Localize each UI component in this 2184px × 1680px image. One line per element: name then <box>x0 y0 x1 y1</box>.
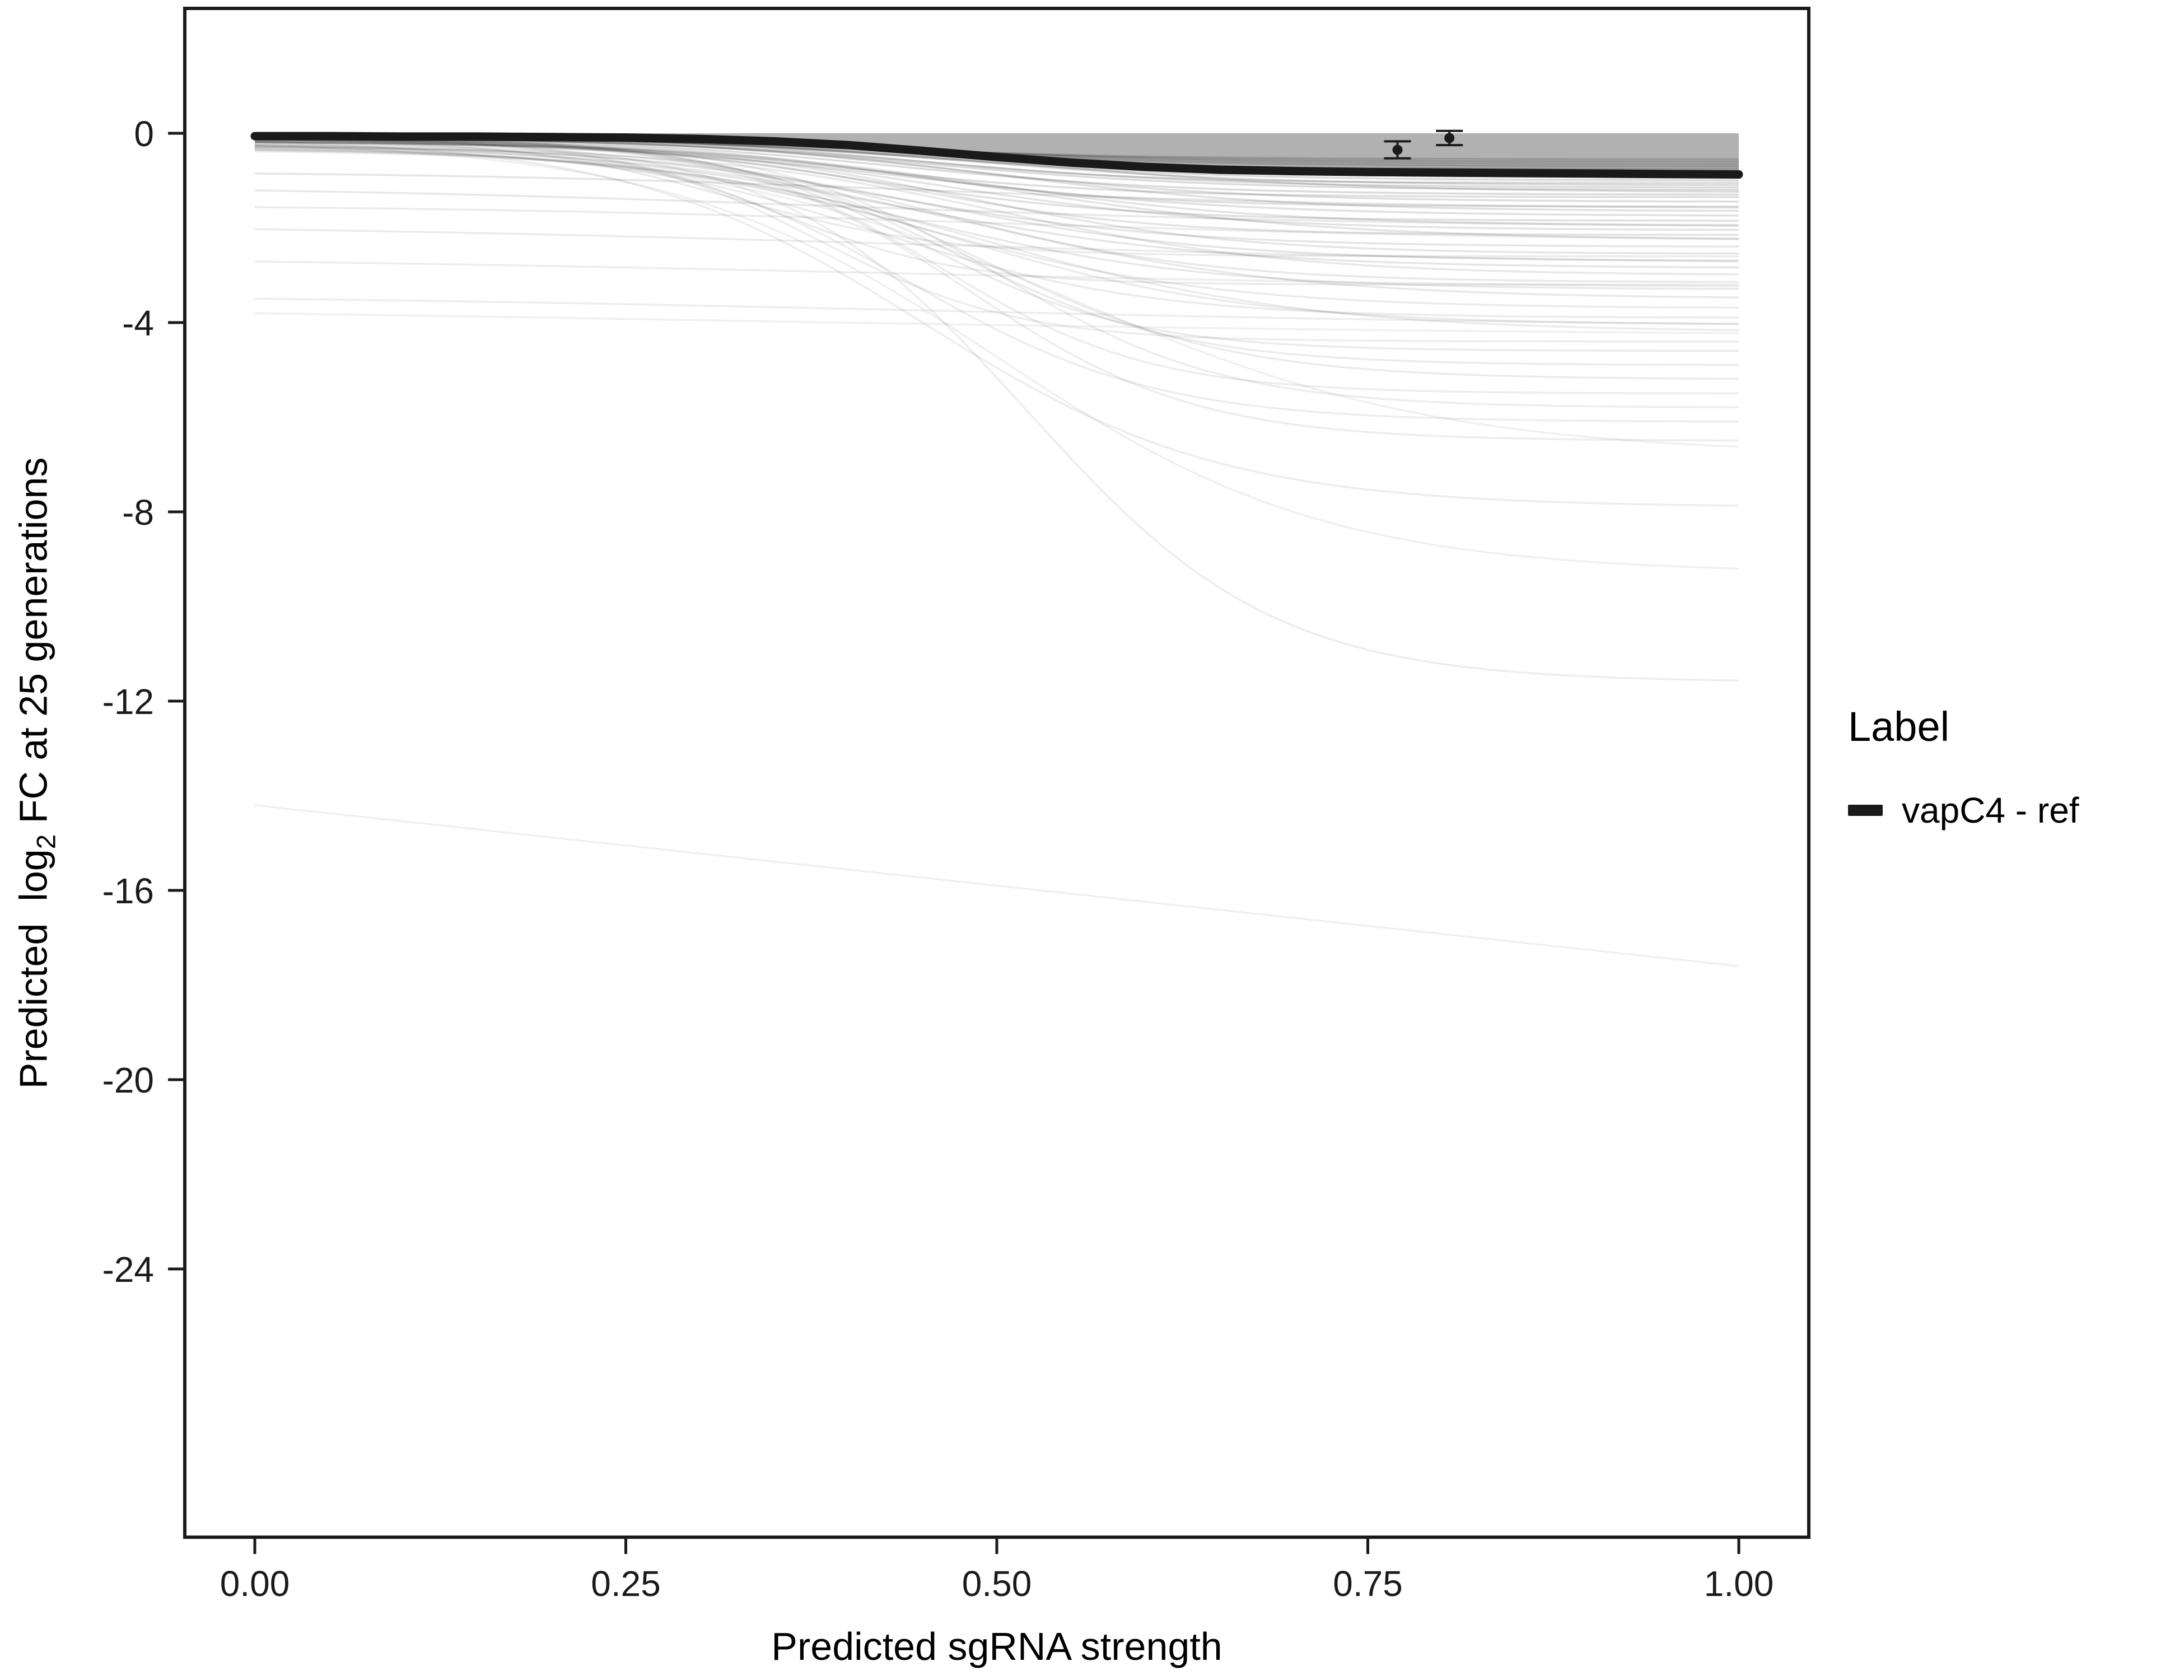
background-line <box>254 138 1739 682</box>
data-point <box>1444 133 1455 143</box>
background-line <box>254 297 1739 325</box>
legend: Label vapC4 - ref <box>1848 703 2079 831</box>
background-line <box>254 312 1739 334</box>
background-line <box>254 141 1739 423</box>
legend-line-swatch <box>1848 805 1883 816</box>
background-line <box>254 150 1739 325</box>
x-tick-label: 0.00 <box>220 1564 290 1604</box>
legend-item: vapC4 - ref <box>1848 790 2079 831</box>
background-line <box>254 141 1739 507</box>
y-tick-label: -12 <box>102 682 155 722</box>
y-tick-label: -4 <box>122 303 154 343</box>
background-line <box>254 140 1739 380</box>
y-axis-title-text-2: FC at 25 generations <box>11 457 55 834</box>
background-line <box>254 141 1739 217</box>
y-axis-title-wrap: Predicted log2 FC at 25 generations <box>0 0 73 1546</box>
background-line <box>254 138 1739 409</box>
background-line <box>254 138 1739 258</box>
background-line <box>254 141 1739 255</box>
x-tick-label: 0.25 <box>591 1564 661 1604</box>
background-line <box>254 147 1739 319</box>
background-line <box>254 137 1739 395</box>
background-line <box>254 172 1739 209</box>
background-line <box>254 148 1739 332</box>
y-tick-label: 0 <box>134 114 154 154</box>
y-axis-title-text: Predicted log <box>11 848 55 1089</box>
background-line <box>254 146 1739 276</box>
background-line <box>254 149 1739 309</box>
y-tick-label: -24 <box>102 1249 155 1290</box>
data-point <box>1392 144 1403 155</box>
background-line <box>254 260 1739 288</box>
legend-item-label: vapC4 - ref <box>1902 790 2079 830</box>
background-line <box>254 138 1739 198</box>
x-tick-label: 0.50 <box>962 1564 1032 1604</box>
background-line <box>254 137 1739 286</box>
y-tick-label: -8 <box>122 492 154 533</box>
background-line <box>254 228 1739 263</box>
background-line <box>254 145 1739 262</box>
main-series-line <box>250 132 1743 179</box>
background-line <box>254 144 1739 248</box>
background-line <box>254 139 1739 208</box>
background-line <box>254 137 1739 442</box>
y-tick-label: -16 <box>102 871 155 911</box>
background-line <box>254 144 1739 570</box>
background-line <box>254 189 1739 227</box>
background-line <box>254 143 1739 283</box>
background-line <box>254 141 1739 240</box>
y-axis-title: Predicted log2 FC at 25 generations <box>11 457 62 1089</box>
background-line <box>254 142 1739 236</box>
background-line <box>254 141 1739 226</box>
background-line <box>254 804 1739 967</box>
background-line <box>254 138 1739 366</box>
x-axis-title: Predicted sgRNA strength <box>771 1625 1222 1668</box>
y-axis-title-subscript: 2 <box>31 834 62 849</box>
legend-title: Label <box>1848 703 1950 750</box>
background-line <box>254 145 1739 448</box>
background-line <box>254 139 1739 231</box>
background-line <box>254 148 1739 290</box>
background-line <box>254 137 1739 352</box>
x-tick-label: 1.00 <box>1704 1564 1774 1604</box>
x-tick-label: 0.75 <box>1333 1564 1403 1604</box>
background-line <box>254 138 1739 222</box>
y-tick-label: -20 <box>102 1060 155 1100</box>
background-line <box>254 206 1739 240</box>
background-line <box>254 144 1739 269</box>
background-line <box>254 138 1739 343</box>
background-line <box>254 146 1739 298</box>
